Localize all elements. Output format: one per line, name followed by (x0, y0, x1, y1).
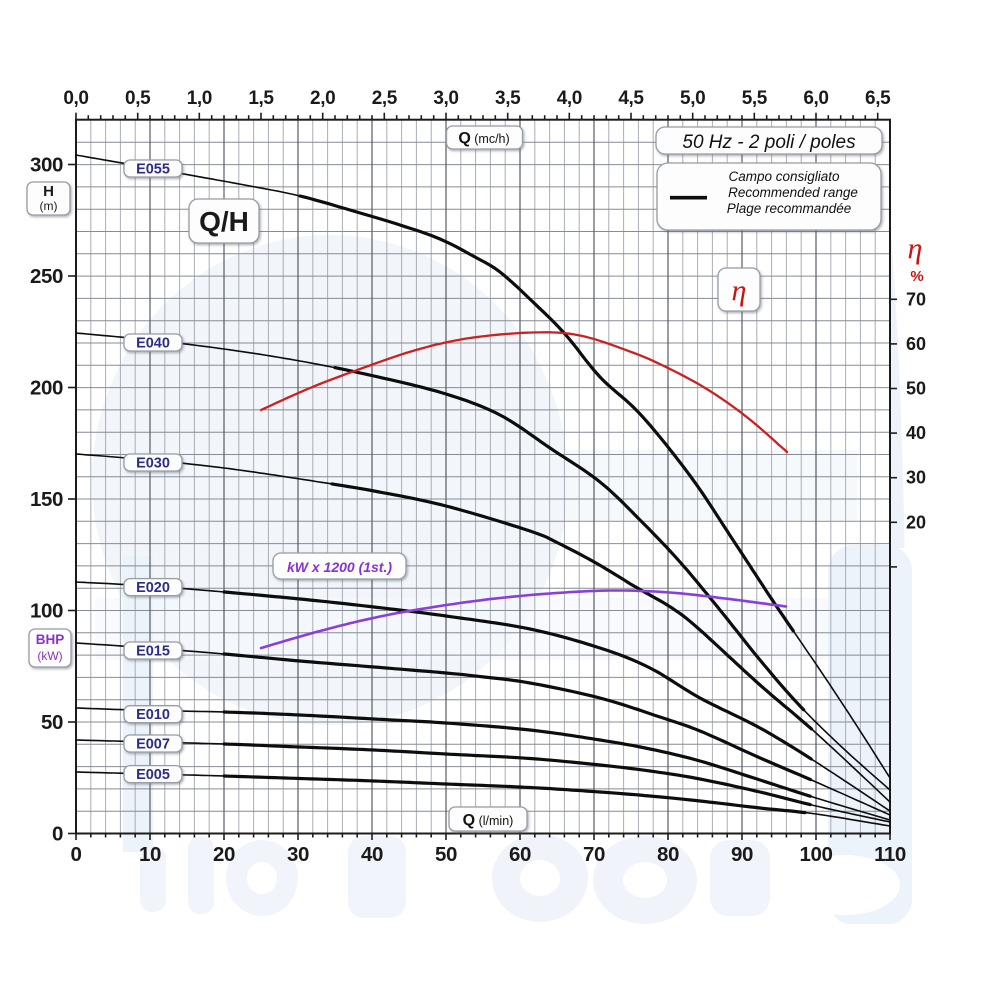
svg-text:4,5: 4,5 (618, 88, 644, 109)
svg-text:E055: E055 (136, 162, 170, 178)
svg-text:2,0: 2,0 (310, 88, 335, 109)
svg-text:Q/H: Q/H (199, 206, 249, 237)
svg-text:Campo consigliato: Campo consigliato (728, 169, 840, 184)
svg-text:200: 200 (30, 377, 63, 400)
svg-text:20: 20 (213, 843, 235, 866)
svg-text:η: η (908, 232, 923, 265)
svg-text:0,5: 0,5 (125, 88, 151, 109)
svg-text:5,5: 5,5 (742, 88, 768, 109)
svg-text:6,0: 6,0 (803, 88, 828, 109)
svg-text:70: 70 (906, 289, 926, 309)
svg-text:4,0: 4,0 (557, 88, 582, 109)
svg-text:40: 40 (906, 423, 926, 443)
svg-text:E010: E010 (136, 707, 170, 723)
svg-text:Recommended range: Recommended range (728, 185, 858, 200)
svg-text:30: 30 (906, 468, 926, 488)
svg-text:3,5: 3,5 (495, 88, 521, 109)
svg-text:80: 80 (657, 843, 679, 866)
svg-text:300: 300 (30, 154, 63, 177)
svg-text:30: 30 (287, 843, 309, 866)
svg-text:1,0: 1,0 (187, 88, 212, 109)
svg-text:1,5: 1,5 (248, 88, 274, 109)
svg-text:100: 100 (799, 843, 832, 866)
svg-text:2,5: 2,5 (372, 88, 398, 109)
svg-text:50 Hz - 2 poli / poles: 50 Hz - 2 poli / poles (682, 132, 856, 153)
svg-text:50: 50 (906, 379, 926, 399)
svg-text:100: 100 (30, 600, 63, 623)
svg-text:3,0: 3,0 (433, 88, 458, 109)
svg-text:110: 110 (874, 843, 906, 866)
svg-text:0: 0 (70, 843, 81, 866)
svg-text:40: 40 (361, 843, 383, 866)
svg-text:(kW): (kW) (37, 649, 62, 663)
svg-text:E030: E030 (136, 456, 170, 472)
svg-text:70: 70 (583, 843, 605, 866)
svg-text:η: η (732, 274, 747, 307)
svg-text:E020: E020 (136, 580, 170, 596)
svg-text:Q (l/min): Q (l/min) (463, 812, 514, 829)
svg-text:6,5: 6,5 (865, 88, 891, 109)
svg-text:250: 250 (30, 265, 63, 288)
svg-text:Plage recommandée: Plage recommandée (727, 201, 852, 216)
svg-text:0: 0 (52, 823, 63, 846)
svg-text:0,0: 0,0 (63, 88, 88, 109)
svg-text:20: 20 (906, 512, 926, 532)
svg-text:E040: E040 (136, 336, 170, 352)
svg-text:5,0: 5,0 (680, 88, 705, 109)
svg-text:%: % (910, 268, 923, 285)
svg-text:90: 90 (731, 843, 753, 866)
svg-text:BHP: BHP (36, 632, 65, 647)
svg-text:10: 10 (139, 843, 161, 866)
svg-text:kW x 1200 (1st.): kW x 1200 (1st.) (287, 559, 392, 575)
svg-text:E005: E005 (136, 767, 170, 783)
svg-text:Q (mc/h): Q (mc/h) (458, 130, 509, 147)
svg-text:E007: E007 (136, 737, 170, 753)
svg-text:H: H (43, 183, 54, 200)
svg-text:50: 50 (41, 711, 63, 734)
svg-text:50: 50 (435, 843, 457, 866)
svg-text:E015: E015 (136, 644, 170, 660)
svg-text:150: 150 (30, 488, 63, 511)
svg-text:60: 60 (509, 843, 531, 866)
svg-text:(m): (m) (40, 199, 58, 213)
svg-text:60: 60 (906, 334, 926, 354)
